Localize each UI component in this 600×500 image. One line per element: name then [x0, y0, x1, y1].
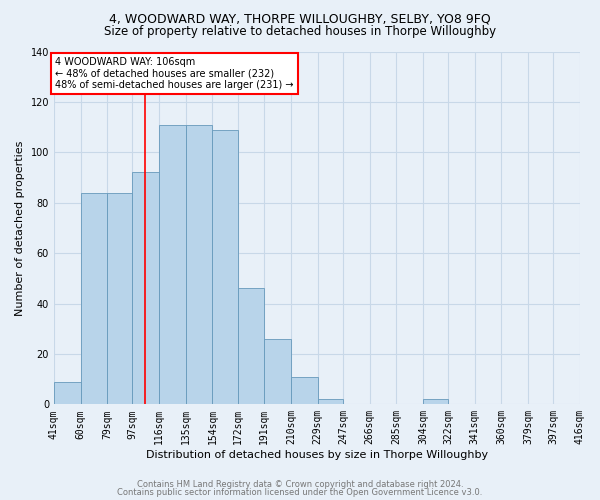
- Bar: [265, 339, 291, 404]
- Bar: [212, 130, 238, 404]
- Text: Contains public sector information licensed under the Open Government Licence v3: Contains public sector information licen…: [118, 488, 482, 497]
- Bar: [238, 288, 265, 405]
- Bar: [580, 400, 600, 404]
- Text: Contains HM Land Registry data © Crown copyright and database right 2024.: Contains HM Land Registry data © Crown c…: [137, 480, 463, 489]
- X-axis label: Distribution of detached houses by size in Thorpe Willoughby: Distribution of detached houses by size …: [146, 450, 488, 460]
- Text: 4, WOODWARD WAY, THORPE WILLOUGHBY, SELBY, YO8 9FQ: 4, WOODWARD WAY, THORPE WILLOUGHBY, SELB…: [109, 12, 491, 26]
- Bar: [186, 124, 212, 404]
- Text: Size of property relative to detached houses in Thorpe Willoughby: Size of property relative to detached ho…: [104, 25, 496, 38]
- Bar: [133, 172, 159, 404]
- Text: 4 WOODWARD WAY: 106sqm
← 48% of detached houses are smaller (232)
48% of semi-de: 4 WOODWARD WAY: 106sqm ← 48% of detached…: [55, 56, 294, 90]
- Bar: [54, 382, 80, 404]
- Bar: [159, 124, 186, 404]
- Bar: [107, 192, 133, 404]
- Y-axis label: Number of detached properties: Number of detached properties: [15, 140, 25, 316]
- Bar: [80, 192, 107, 404]
- Bar: [317, 400, 343, 404]
- Bar: [291, 376, 317, 404]
- Bar: [423, 400, 448, 404]
